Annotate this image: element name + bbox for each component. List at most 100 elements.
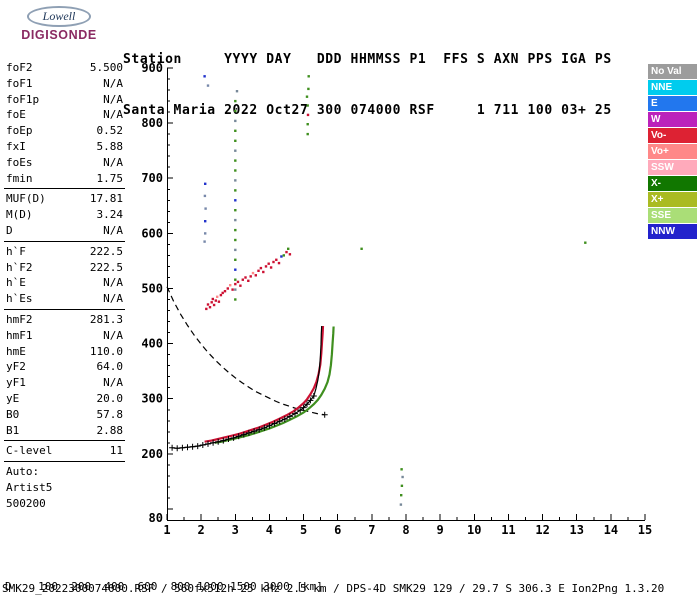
param-label: B1: [6, 423, 20, 437]
spread-f-echoes-point: [280, 255, 283, 258]
param-value: 5.500: [89, 61, 123, 74]
artist-fit-trace-marker: [179, 444, 186, 451]
param-row-he: h`E N/A: [6, 275, 123, 291]
interference-noise-point: [401, 475, 404, 479]
legend-item-no-val: No Val: [648, 64, 697, 79]
legend-item-vo-: Vo+: [648, 144, 697, 159]
param-value: 5.88: [96, 139, 124, 153]
artist-fit-trace-marker: [251, 428, 258, 435]
muf-table-line-d: D 100 200 400 600 800 1000 1500 3000 [km…: [5, 580, 323, 593]
param-value: N/A: [103, 292, 123, 306]
param-label: Auto:: [6, 465, 40, 479]
artist-fit-trace-marker: [189, 443, 196, 450]
param-row-hme: hmE 110.0: [6, 344, 123, 360]
param-value: 17.81: [89, 192, 123, 206]
param-row-clevel: C-level 11: [6, 443, 123, 459]
param-row-foes: foEs N/A: [6, 155, 123, 171]
transmission-curve: [166, 286, 325, 416]
interference-noise-point: [234, 129, 237, 132]
param-row-d: D N/A: [6, 223, 123, 239]
spread-f-echoes-point: [264, 265, 268, 268]
interference-noise-point: [234, 189, 237, 192]
param-value: N/A: [103, 376, 123, 390]
param-row-b0: B0 57.8: [6, 407, 123, 423]
param-label: h`Es: [6, 292, 33, 306]
spread-f-echoes-point: [262, 270, 265, 274]
legend-item-w: W: [648, 112, 697, 127]
x-tick-label: 2: [198, 523, 205, 537]
param-row-ye: yE 20.0: [6, 391, 123, 407]
artist-fit-trace-marker: [230, 434, 237, 441]
artist-fit-trace-marker: [276, 418, 283, 425]
param-label: D: [6, 223, 13, 237]
spread-f-echoes-point: [216, 295, 219, 298]
header-column-titles: Station YYYY DAY DDD HHMMSS P1 FFS S AXN…: [123, 52, 612, 67]
interference-noise-point: [306, 132, 309, 136]
spread-f-echoes-point: [231, 288, 234, 291]
artist-fit-trace-marker: [199, 442, 206, 448]
param-row-hf: h`F 222.5: [6, 244, 123, 260]
x-tick-label: 7: [368, 523, 375, 537]
param-group: hmF2 281.3 hmF1 N/A hmE 110.0 yF2 64.0 yF1 N/A yE 2…: [4, 312, 125, 442]
artist-fit-trace-marker: [307, 397, 314, 404]
y-tick-label: 400: [141, 337, 163, 351]
interference-noise-point: [234, 218, 237, 222]
spread-f-echoes-point: [251, 271, 255, 275]
artist-fit-trace-marker: [292, 410, 298, 417]
interference-noise-point: [206, 84, 210, 87]
interference-noise-point: [204, 232, 207, 235]
interference-noise-point: [234, 268, 237, 271]
param-row-fmin: fmin 1.75: [6, 171, 123, 187]
header-station-values: Santa Maria 2022 Oct27 300 074000 RSF 1 …: [123, 103, 612, 118]
interference-noise-point: [234, 149, 237, 152]
spread-f-echoes-point: [282, 254, 285, 257]
artist-fit-trace-marker: [304, 401, 310, 408]
param-value: N/A: [103, 276, 123, 290]
fit-trace-asymptote: [313, 325, 323, 397]
param-label: B0: [6, 407, 20, 421]
x-tick-label: 12: [535, 523, 549, 537]
spread-f-echoes-point: [226, 287, 229, 290]
x-tick-label: 1: [163, 523, 170, 537]
artist-fit-trace-marker: [240, 431, 247, 438]
param-label: h`F: [6, 244, 26, 258]
legend-item-ssw: SSW: [648, 160, 697, 175]
y-tick-label: 600: [141, 226, 163, 240]
param-row-foe: foE N/A: [6, 107, 123, 123]
spread-f-echoes-point: [267, 262, 270, 265]
spread-f-echoes-point: [229, 284, 232, 287]
param-value: N/A: [103, 108, 123, 122]
artist-fit-trace-marker: [297, 407, 304, 414]
param-value: 222.5: [89, 260, 123, 274]
spread-f-echoes-point: [221, 291, 224, 295]
param-label: fxI: [6, 139, 26, 153]
interference-noise-point: [204, 220, 207, 223]
spread-f-echoes-point: [241, 278, 244, 281]
param-row-mufd: MUF(D) 17.81: [6, 191, 123, 207]
spread-f-echoes-point: [288, 253, 292, 256]
x-tick-label: 15: [638, 523, 652, 537]
artist-fit-trace-marker: [169, 444, 176, 451]
param-label: Artist5: [6, 480, 53, 494]
interference-noise-point: [234, 139, 237, 142]
interference-noise-point: [203, 194, 207, 198]
interference-noise-point: [306, 123, 309, 126]
spread-f-echoes-point: [208, 306, 212, 309]
param-row-fof1p: foF1p N/A: [6, 92, 123, 108]
interference-noise-point: [204, 182, 207, 185]
param-label: yF2: [6, 360, 26, 374]
param-label: h`E: [6, 276, 26, 290]
spread-f-echoes-point: [205, 307, 208, 311]
spread-f-echoes-point: [277, 261, 281, 265]
interference-noise-point: [203, 75, 206, 78]
interference-noise-point: [305, 95, 309, 98]
digisonde-logo-text: DIGISONDE: [21, 28, 97, 42]
interference-noise-point: [203, 240, 206, 243]
x-tick-label: 14: [604, 523, 618, 537]
param-label: hmF2: [6, 312, 33, 326]
spread-f-echoes-point: [259, 266, 263, 270]
y-tick-label: 700: [141, 171, 163, 185]
interference-noise-point: [307, 87, 310, 91]
spread-f-echoes-point: [249, 275, 252, 278]
y-tick-label: 800: [141, 116, 163, 130]
